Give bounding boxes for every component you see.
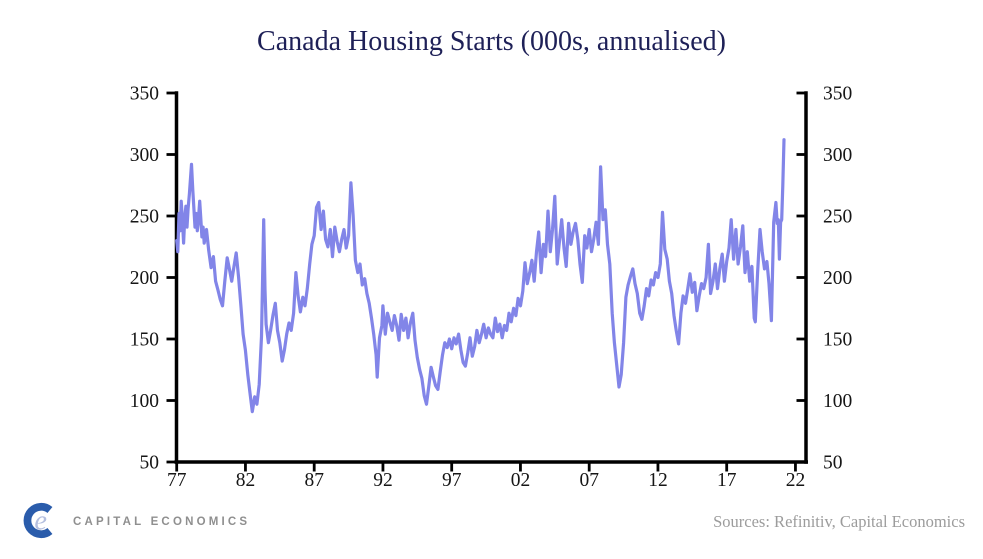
- y-axis-tick-label-left: 250: [130, 207, 159, 228]
- y-axis-tick-label-left: 150: [130, 330, 159, 351]
- y-axis-tick-label-left: 200: [130, 268, 159, 289]
- y-axis-tick-label-right: 100: [823, 391, 852, 412]
- capital-economics-logo: e CAPITAL ECONOMICS: [22, 498, 250, 543]
- y-axis-tick-label-right: 150: [823, 330, 852, 351]
- x-axis-tick-label: 22: [786, 470, 806, 491]
- logo-wordmark: CAPITAL ECONOMICS: [73, 515, 251, 528]
- x-axis-tick-label: 77: [167, 470, 187, 491]
- x-axis-tick-label: 92: [373, 470, 393, 491]
- housing-starts-line: [175, 138, 786, 414]
- chart-title: Canada Housing Starts (000s, annualised): [257, 26, 726, 57]
- x-axis-tick-label: 02: [511, 470, 531, 491]
- y-axis-tick-label-left: 50: [140, 453, 160, 474]
- y-axis-tick-label-left: 300: [130, 145, 159, 166]
- logo-letter-c-shape: [23, 502, 53, 539]
- x-axis-tick-label: 97: [442, 470, 462, 491]
- y-axis-tick-label-left: 350: [130, 84, 159, 105]
- capital-economics-logo-icon: e: [23, 502, 53, 539]
- logo-letter-e: e: [34, 506, 47, 537]
- x-axis-tick-label: 17: [717, 470, 737, 491]
- y-axis-tick-label-left: 100: [130, 391, 159, 412]
- y-axis-tick-label-right: 350: [823, 84, 852, 105]
- sources-note: Sources: Refinitiv, Capital Economics: [713, 512, 965, 531]
- y-axis-tick-label-right: 200: [823, 268, 852, 289]
- x-axis-tick-label: 12: [648, 470, 668, 491]
- y-axis-tick-label-right: 50: [823, 453, 843, 474]
- y-axis-tick-label-right: 300: [823, 145, 852, 166]
- x-axis-tick-label: 82: [236, 470, 256, 491]
- x-axis-tick-label: 07: [579, 470, 599, 491]
- y-axis-tick-label-right: 250: [823, 207, 852, 228]
- x-axis-tick-label: 87: [304, 470, 324, 491]
